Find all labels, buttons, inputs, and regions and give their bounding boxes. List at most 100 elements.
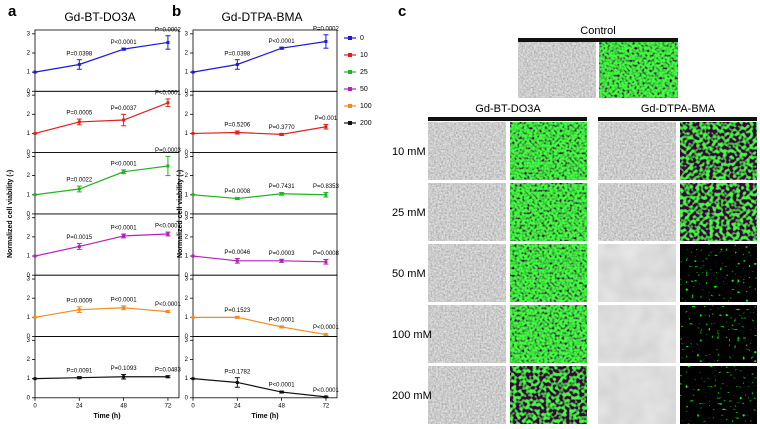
column-header: Control	[580, 25, 615, 37]
legend-marker	[348, 53, 352, 57]
y-tick-label: 1	[185, 254, 189, 260]
series-line	[34, 41, 169, 73]
y-tick-label: 3	[27, 154, 31, 160]
y-tick-label: 0	[185, 395, 189, 401]
p-value-label: P=0.0008	[224, 189, 251, 195]
y-tick-label: 3	[185, 31, 189, 37]
p-value-label: P=0.5206	[224, 123, 251, 129]
legend-marker	[348, 36, 352, 40]
y-tick-label: 1	[185, 70, 189, 76]
y-tick-label: 2	[185, 357, 189, 363]
p-value-label: P=0.0022	[66, 178, 93, 184]
x-tick-label: 0	[33, 403, 37, 409]
x-tick-label: 24	[76, 403, 83, 409]
micrograph	[510, 366, 587, 424]
marker	[280, 46, 284, 50]
marker	[235, 197, 239, 201]
p-value-label: P<0.0001	[269, 383, 296, 389]
marker	[77, 62, 81, 66]
image-panel: c Control Gd-BT-DO3A Gd-DTPA-BMA 10 mM 25 mM 5…	[392, 3, 757, 424]
panel-label: c	[398, 3, 406, 20]
p-value-label: P=0.1093	[111, 366, 138, 372]
y-tick-label: 1	[185, 131, 189, 137]
micrograph	[599, 42, 678, 98]
p-value-label: P=0.001	[315, 116, 338, 122]
series-line	[34, 233, 168, 257]
p-value-label: P<0.0001	[111, 226, 138, 232]
y-tick-label: 2	[27, 51, 31, 57]
micrograph	[510, 244, 587, 302]
y-tick-label: 2	[27, 357, 31, 363]
x-axis-label: Time (h)	[93, 413, 120, 420]
micrograph	[680, 244, 757, 302]
p-value-label: P=0.0046	[224, 250, 251, 256]
series-line	[192, 255, 326, 263]
header-bar	[598, 117, 757, 121]
micrograph	[598, 183, 676, 241]
micrograph	[428, 305, 506, 363]
y-tick-label: 1	[27, 376, 31, 382]
marker	[77, 120, 81, 124]
column-header: Gd-DTPA-BMA	[641, 103, 716, 115]
p-value-label: P<0.0001	[111, 40, 138, 46]
p-value-label: P=0.0037	[111, 106, 138, 112]
micrograph	[428, 122, 506, 180]
marker	[166, 40, 170, 44]
y-tick-label: 0	[185, 150, 189, 156]
marker	[122, 118, 126, 122]
y-tick-label: 0	[27, 273, 31, 279]
p-value-label: P=0.0003	[155, 148, 182, 154]
y-tick-label: 2	[27, 234, 31, 240]
marker	[191, 70, 195, 74]
micrograph	[680, 366, 757, 424]
marker	[166, 375, 170, 379]
p-value-label: P=0.0398	[66, 51, 93, 57]
y-tick-label: 1	[185, 376, 189, 382]
p-value-label: P=0.0003	[269, 251, 296, 257]
marker	[280, 259, 284, 263]
p-value-label: P=0.0008	[313, 251, 340, 257]
marker	[191, 377, 195, 381]
y-tick-label: 2	[27, 112, 31, 118]
row-label: 50 mM	[392, 268, 426, 280]
marker	[33, 70, 37, 74]
marker	[77, 308, 81, 312]
marker	[191, 315, 195, 319]
legend-label: 50	[360, 86, 368, 93]
p-value-label: P<0.0001	[313, 388, 340, 394]
marker	[122, 234, 126, 238]
x-tick-label: 72	[165, 403, 172, 409]
series-line	[192, 126, 327, 136]
y-tick-label: 0	[27, 150, 31, 156]
marker	[166, 164, 170, 168]
p-value-label: P<0.0001	[111, 161, 138, 167]
y-tick-label: 3	[185, 215, 189, 221]
y-tick-label: 3	[27, 338, 31, 344]
legend-label: 25	[360, 69, 368, 76]
p-value-label: P=0.0009	[66, 298, 93, 304]
p-value-label: P=0.0002	[155, 27, 182, 33]
y-tick-label: 3	[185, 277, 189, 283]
y-tick-label: 2	[185, 296, 189, 302]
chart-title: Gd-DTPA-BMA	[221, 10, 302, 24]
x-axis-label: Time (h)	[251, 413, 278, 420]
y-tick-label: 3	[27, 93, 31, 99]
marker	[77, 244, 81, 248]
row-label: 25 mM	[392, 207, 426, 219]
p-value-label: P=0.0015	[66, 235, 93, 241]
y-tick-label: 3	[185, 338, 189, 344]
marker	[166, 310, 170, 314]
p-value-label: P=0.0091	[66, 368, 93, 374]
subplot-frame	[192, 29, 338, 92]
y-tick-label: 0	[185, 211, 189, 217]
marker	[122, 47, 126, 51]
marker	[33, 131, 37, 135]
row-label: 10 mM	[392, 146, 426, 158]
y-tick-label: 2	[185, 234, 189, 240]
marker	[33, 254, 37, 258]
micrograph	[680, 122, 757, 180]
p-value-label: P=0.0002	[313, 26, 340, 32]
marker	[280, 325, 284, 329]
y-tick-label: 1	[27, 254, 31, 260]
legend-marker	[348, 87, 352, 91]
